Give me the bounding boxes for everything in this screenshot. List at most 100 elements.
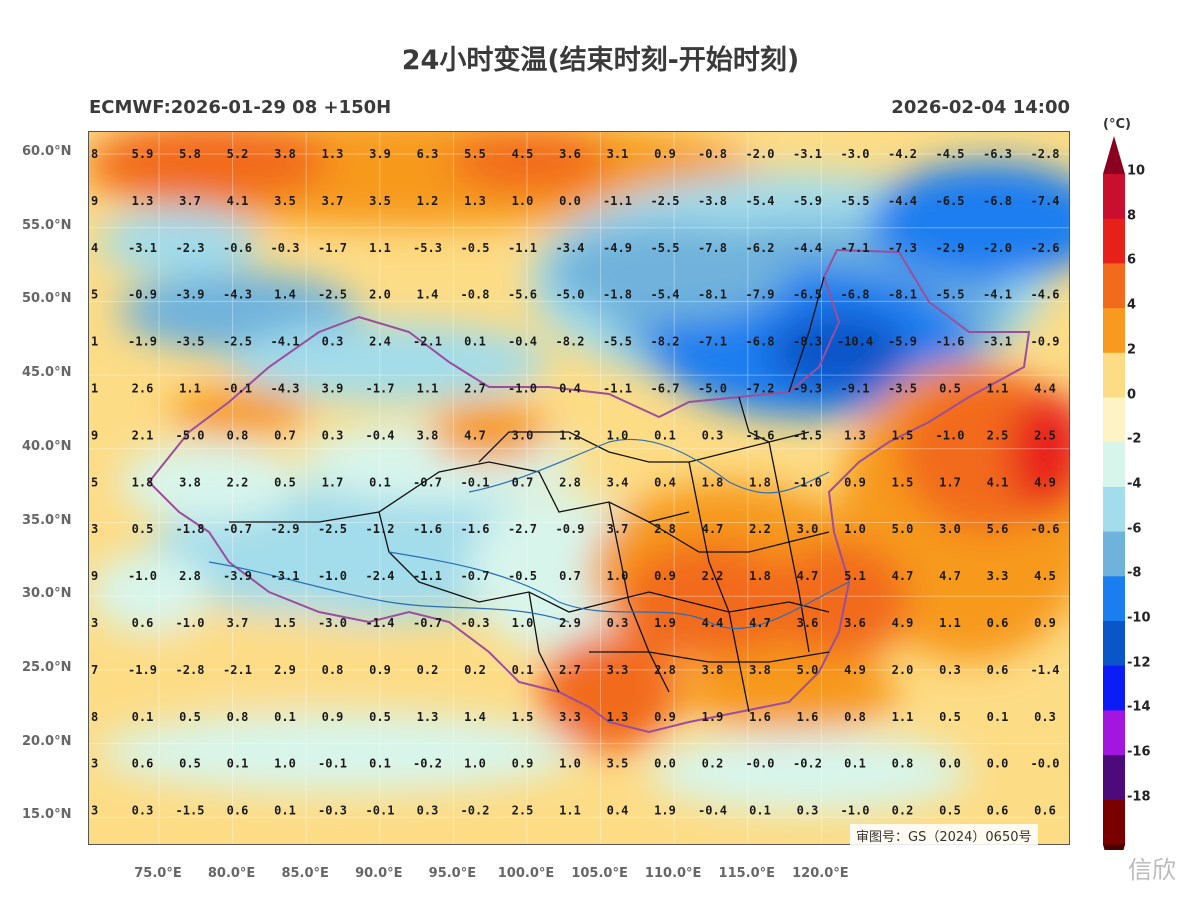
grid-value-label: 3 — [91, 522, 98, 536]
grid-value-label: -9.3 — [793, 382, 822, 396]
grid-value-label: -1.0 — [508, 382, 537, 396]
grid-value-label: -7.2 — [746, 382, 775, 396]
grid-value-label: -1.7 — [318, 241, 347, 255]
grid-value-label: -1.0 — [318, 569, 347, 583]
grid-value-label: -9.1 — [841, 382, 870, 396]
grid-value-label: 0.9 — [322, 710, 344, 724]
grid-value-label: 1.0 — [559, 757, 581, 771]
grid-value-label: 2.2 — [702, 569, 724, 583]
colorbar-segment — [1103, 352, 1125, 398]
grid-value-label: -3.9 — [223, 569, 252, 583]
grid-value-label: -4.2 — [888, 147, 917, 161]
colorbar-segment — [1103, 755, 1125, 801]
grid-value-label: 0.3 — [132, 804, 154, 818]
grid-value-label: 3.5 — [369, 194, 391, 208]
grid-value-label: -5.5 — [936, 288, 965, 302]
grid-value-label: 2.0 — [892, 663, 914, 677]
grid-value-label: -10.4 — [837, 335, 873, 349]
grid-value-label: 3 — [91, 804, 98, 818]
grid-value-label: -1.1 — [413, 569, 442, 583]
grid-value-label: 0.7 — [274, 428, 296, 442]
grid-value-label: 2.8 — [654, 663, 676, 677]
grid-value-label: -4.3 — [223, 288, 252, 302]
grid-value-label: 1.3 — [322, 147, 344, 161]
grid-value-label: -2.9 — [271, 522, 300, 536]
colorbar-segment — [1103, 576, 1125, 622]
grid-value-label: 3.0 — [797, 522, 819, 536]
grid-value-label: -6.5 — [793, 288, 822, 302]
grid-value-label: -7.4 — [1031, 194, 1060, 208]
grid-value-label: 5.9 — [132, 147, 154, 161]
grid-value-label: 3.7 — [227, 616, 249, 630]
grid-value-label: -3.4 — [556, 241, 585, 255]
grid-value-label: 0.4 — [654, 475, 676, 489]
grid-value-label: 2.2 — [749, 522, 771, 536]
grid-value-label: -1.1 — [603, 382, 632, 396]
grid-value-label: -2.8 — [1031, 147, 1060, 161]
grid-value-label: 0.7 — [559, 569, 581, 583]
grid-value-label: 0.1 — [987, 710, 1009, 724]
grid-value-label: 0.3 — [1034, 710, 1056, 724]
grid-value-label: 0.8 — [892, 757, 914, 771]
grid-value-label: -8.2 — [556, 335, 585, 349]
grid-value-label: 2.8 — [179, 569, 201, 583]
grid-value-label: -0.4 — [698, 804, 727, 818]
grid-value-label: 3.3 — [559, 710, 581, 724]
grid-value-label: -7.9 — [746, 288, 775, 302]
grid-value-label: 7 — [91, 663, 98, 677]
grid-value-label: 0.2 — [464, 663, 486, 677]
grid-value-label: 0.8 — [227, 428, 249, 442]
grid-value-label: -1.1 — [508, 241, 537, 255]
latitude-tick-label: 55.0°N — [22, 217, 72, 233]
grid-value-label: 4 — [91, 241, 98, 255]
colorbar-max-arrow — [1103, 136, 1125, 174]
grid-value-label: -2.8 — [176, 663, 205, 677]
colorbar-segment — [1103, 486, 1125, 533]
grid-value-label: 3.5 — [274, 194, 296, 208]
grid-value-label: 0.5 — [179, 710, 201, 724]
grid-value-label: 0.1 — [749, 804, 771, 818]
grid-value-label: 0.9 — [654, 147, 676, 161]
grid-value-label: 0.8 — [322, 663, 344, 677]
grid-value-label: -8.1 — [698, 288, 727, 302]
grid-value-label: 3.8 — [179, 475, 201, 489]
grid-value-label: -6.8 — [841, 288, 870, 302]
longitude-tick-label: 90.0°E — [355, 866, 403, 881]
latitude-tick-label: 25.0°N — [22, 659, 72, 675]
grid-value-label: 1.7 — [939, 475, 961, 489]
grid-value-label: -2.5 — [223, 335, 252, 349]
grid-value-label: 3.3 — [987, 569, 1009, 583]
latitude-tick-label: 40.0°N — [22, 438, 72, 454]
grid-value-label: -1.0 — [128, 569, 157, 583]
grid-value-label: 0.0 — [939, 757, 961, 771]
grid-value-label: -0.5 — [461, 241, 490, 255]
grid-value-label: 1.1 — [939, 616, 961, 630]
temperature-change-map[interactable]: 8 5.9 5.8 5.2 3.8 1.3 3.9 6.3 5.5 4.5 3.6 3.1 0.9 -0.… — [88, 131, 1070, 845]
graticule — [89, 132, 1069, 844]
grid-value-label: 0.7 — [512, 475, 534, 489]
grid-value-label: 3.6 — [844, 616, 866, 630]
province-borders — [229, 276, 830, 713]
longitude-tick-label: 100.0°E — [497, 866, 555, 881]
grid-value-label: -7.8 — [698, 241, 727, 255]
colorbar — [1103, 136, 1125, 850]
colorbar-segment — [1103, 263, 1125, 309]
grid-value-label: 0.5 — [369, 710, 391, 724]
grid-value-label: -3.1 — [271, 569, 300, 583]
grid-value-label: -2.7 — [508, 522, 537, 536]
grid-value-label: 9 — [91, 569, 98, 583]
grid-value-label: 1.0 — [274, 757, 296, 771]
grid-value-label: -1.6 — [936, 335, 965, 349]
grid-value-label: 0.1 — [369, 757, 391, 771]
grid-value-label: -5.0 — [556, 288, 585, 302]
grid-value-label: -0.7 — [413, 616, 442, 630]
grid-value-label: 0.1 — [654, 428, 676, 442]
grid-value-label: -4.4 — [888, 194, 917, 208]
grid-value-label: 0.6 — [987, 616, 1009, 630]
grid-value-label: -0.4 — [366, 428, 395, 442]
grid-value-label: 2.7 — [464, 382, 486, 396]
grid-value-label: 1.5 — [274, 616, 296, 630]
grid-value-label: -4.1 — [271, 335, 300, 349]
grid-value-label: -8.1 — [888, 288, 917, 302]
grid-value-label: 0.3 — [322, 428, 344, 442]
